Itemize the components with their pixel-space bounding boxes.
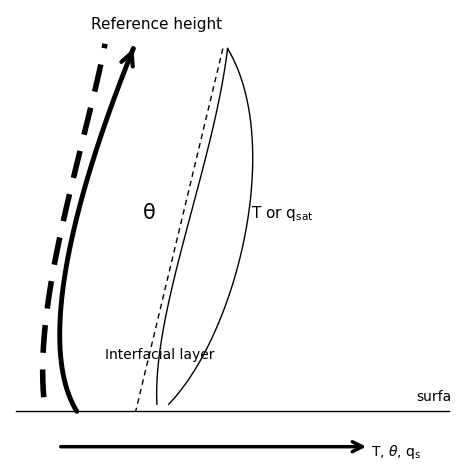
Text: Interfacial layer: Interfacial layer	[105, 348, 215, 362]
Text: surfa: surfa	[416, 390, 451, 404]
Text: Reference height: Reference height	[91, 17, 222, 32]
Text: θ: θ	[143, 203, 155, 223]
Text: T or q$_{\mathregular{sat}}$: T or q$_{\mathregular{sat}}$	[251, 204, 314, 223]
Text: T, $\theta$, q$_{\mathregular{s}}$: T, $\theta$, q$_{\mathregular{s}}$	[371, 443, 421, 461]
